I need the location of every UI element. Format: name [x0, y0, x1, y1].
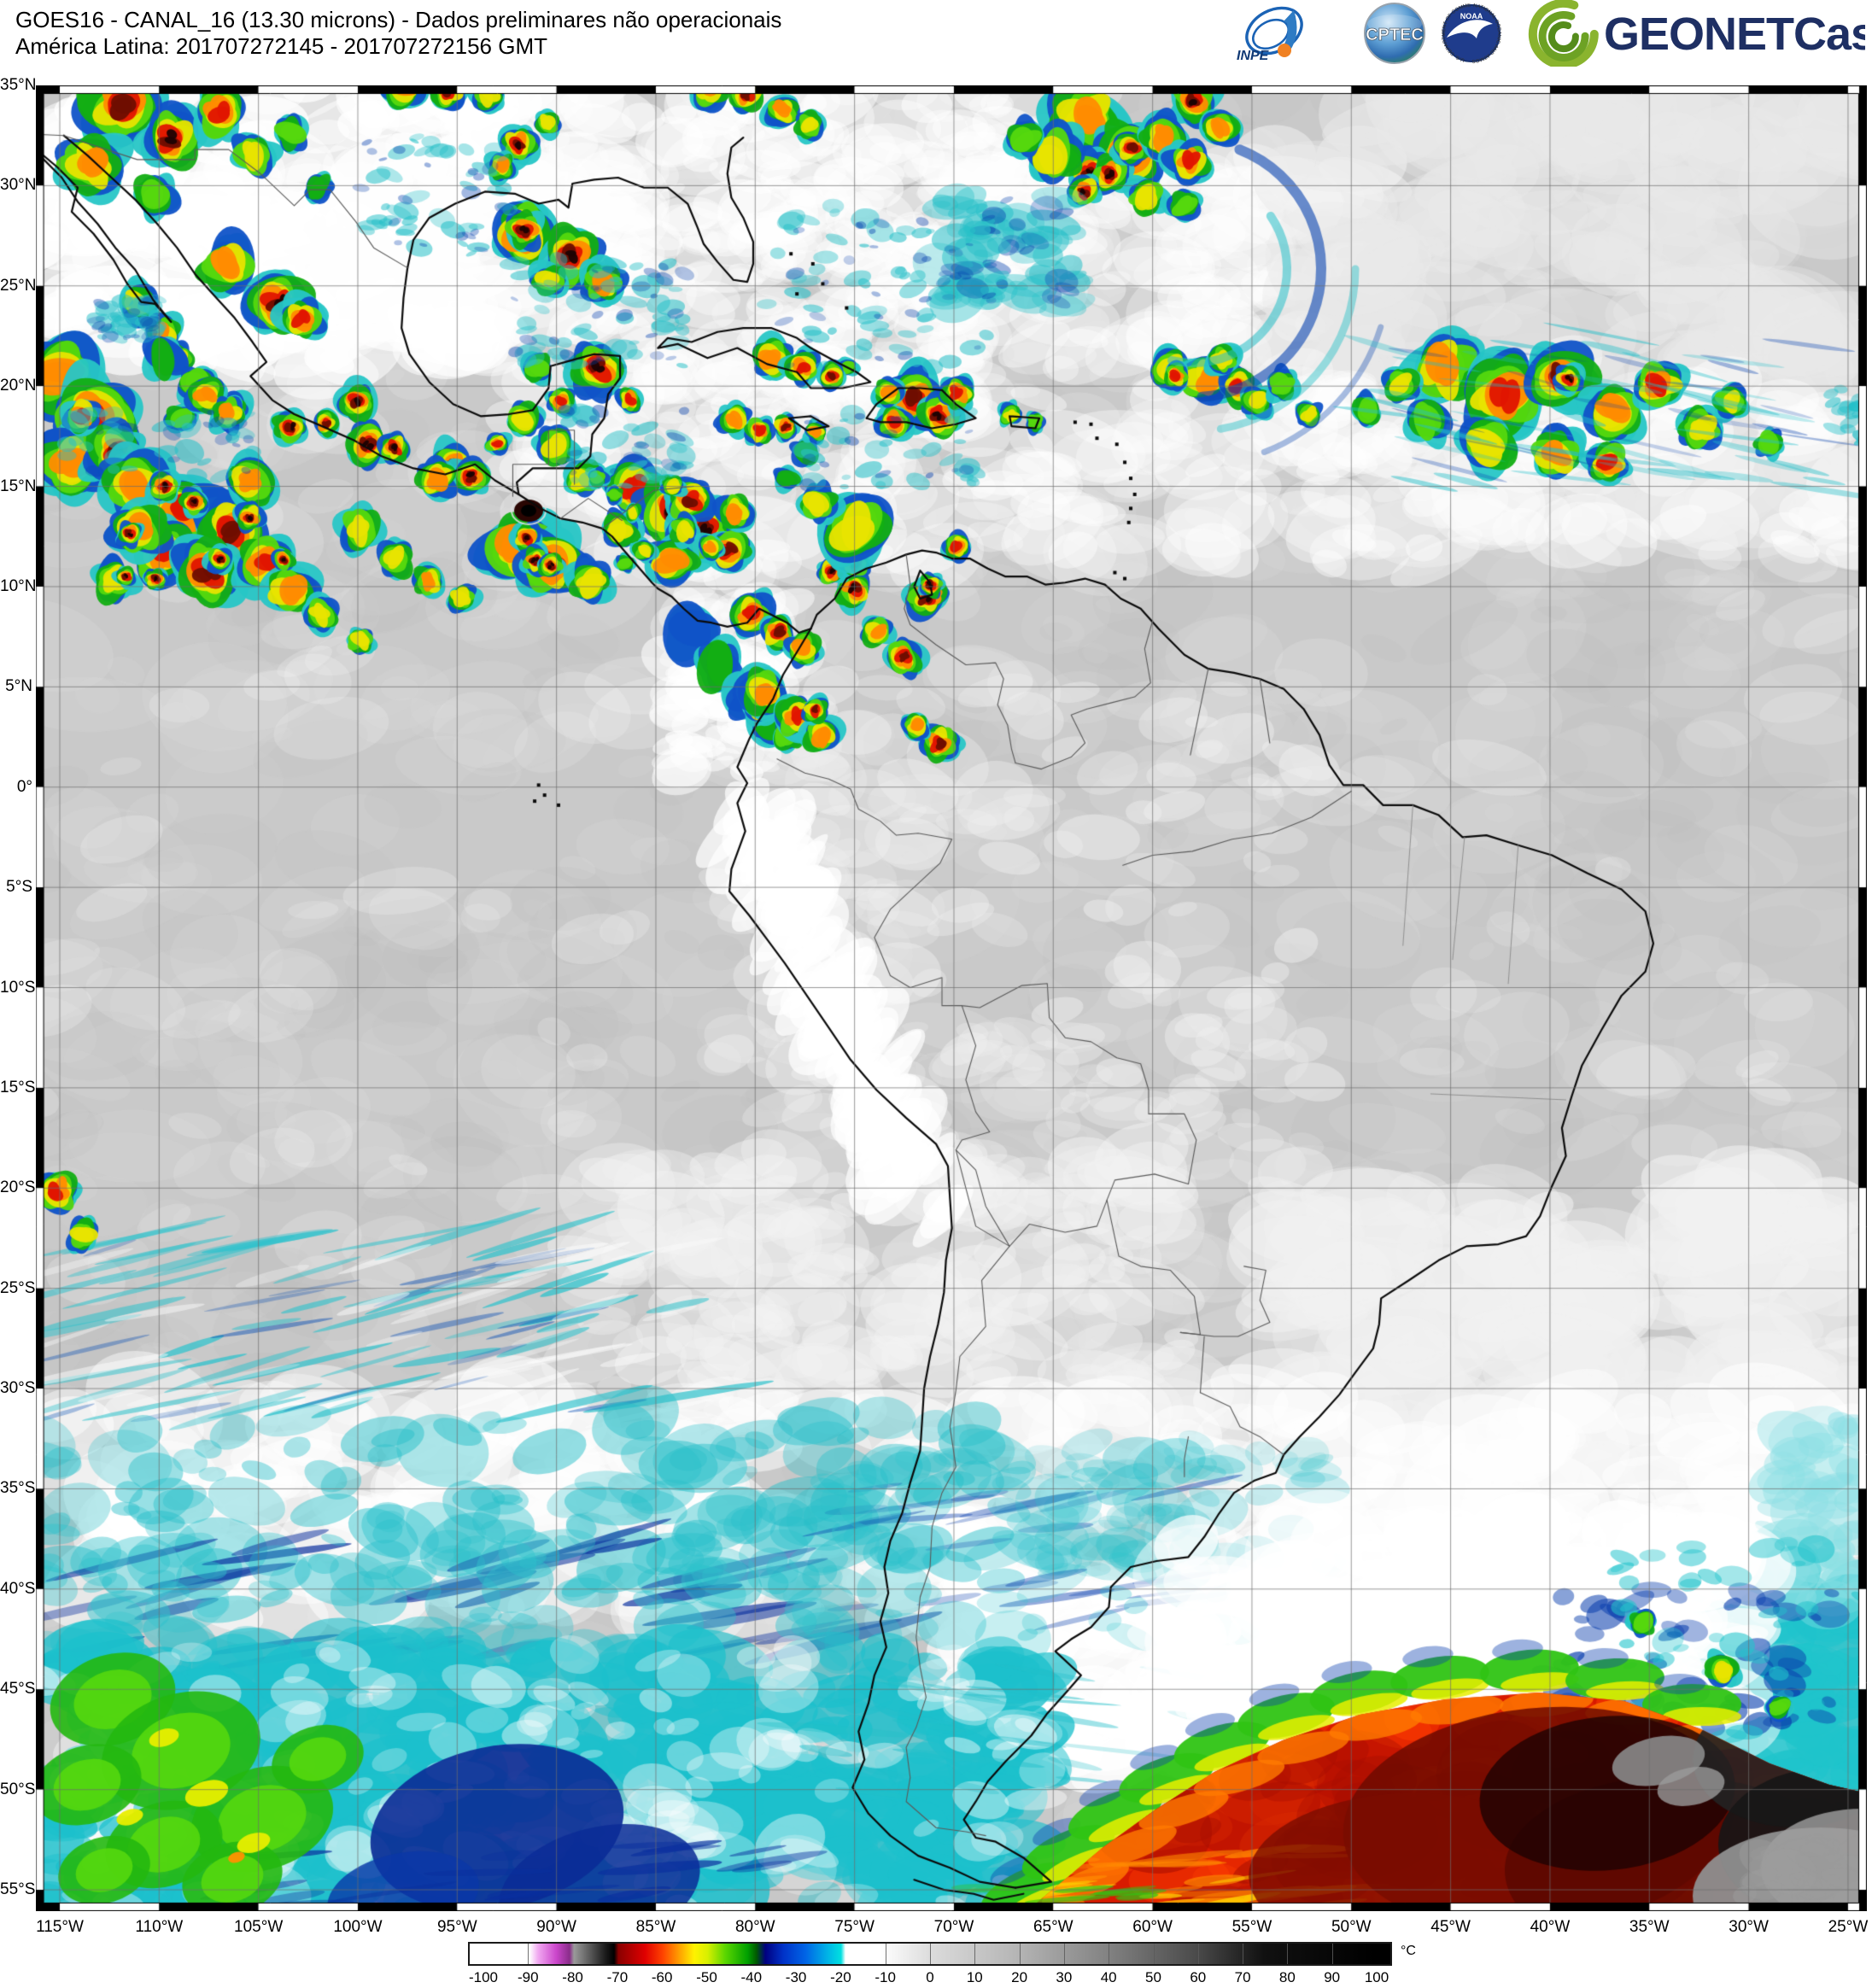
colorbar-tick-label: -40 — [740, 1969, 763, 1985]
colorbar-tick-label: 50 — [1145, 1969, 1161, 1985]
colorbar-tick-line — [974, 1944, 976, 1964]
logo-row: INPE CPTEC NATIONAL OCEANIC AND ATM — [1233, 0, 1865, 67]
colorbar-tick-label: 0 — [926, 1969, 934, 1985]
lon-label-25w: 25°W — [1828, 1918, 1869, 1936]
satellite-map — [36, 85, 1867, 1911]
lat-label-10n: 10°N — [0, 576, 37, 595]
lat-label-30s: 30°S — [0, 1379, 36, 1398]
colorbar-tick-line — [1019, 1944, 1021, 1964]
lat-label-20s: 20°S — [0, 1178, 36, 1197]
lat-label-20n: 20°N — [0, 377, 37, 395]
lon-label-65w: 65°W — [1033, 1918, 1073, 1936]
colorbar-tick-label: 40 — [1100, 1969, 1117, 1985]
lon-label-95w: 95°W — [436, 1918, 477, 1936]
lon-label-50w: 50°W — [1331, 1918, 1372, 1936]
colorbar-tick-label: -10 — [875, 1969, 896, 1985]
colorbar-tick-label: 80 — [1278, 1969, 1296, 1985]
colorbar-tick-label: -20 — [830, 1969, 851, 1985]
lon-label-60w: 60°W — [1132, 1918, 1173, 1936]
lon-label-85w: 85°W — [635, 1918, 676, 1936]
lon-label-45w: 45°W — [1430, 1918, 1471, 1936]
colorbar-tick-line — [1331, 1944, 1333, 1964]
colorbar-tick-line — [1287, 1944, 1289, 1964]
lon-label-35w: 35°W — [1629, 1918, 1670, 1936]
lat-label-35n: 35°N — [0, 76, 37, 94]
lat-label-45s: 45°S — [0, 1680, 36, 1699]
colorbar-tick-label: -30 — [785, 1969, 807, 1985]
noaa-logo-label: NOAA — [1460, 12, 1483, 20]
colorbar-tick-label: 10 — [966, 1969, 983, 1985]
colorbar-tick-line — [930, 1944, 931, 1964]
lon-label-55w: 55°W — [1231, 1918, 1272, 1936]
lat-label-15s: 15°S — [0, 1078, 36, 1096]
lon-label-105w: 105°W — [234, 1918, 284, 1936]
colorbar-tick-label: -80 — [562, 1969, 583, 1985]
lat-label-55s: 55°S — [0, 1880, 36, 1899]
cptec-logo-icon: CPTEC — [1364, 3, 1425, 64]
lat-label-30n: 30°N — [0, 176, 37, 195]
colorbar-tick-line — [1063, 1944, 1065, 1964]
lat-label-25n: 25°N — [0, 276, 37, 295]
colorbar-tick-label: 20 — [1011, 1969, 1028, 1985]
satellite-image-canvas — [36, 85, 1867, 1911]
colorbar-tick-line — [1197, 1944, 1199, 1964]
lon-label-30w: 30°W — [1729, 1918, 1769, 1936]
colorbar-tick-line — [528, 1944, 529, 1964]
colorbar-tick-label: 70 — [1234, 1969, 1251, 1985]
colorbar-tick-label: 100 — [1364, 1969, 1389, 1985]
colorbar-tick-label: -70 — [606, 1969, 629, 1985]
colorbar-tick-label: -60 — [651, 1969, 673, 1985]
lon-label-110w: 110°W — [135, 1918, 184, 1936]
inpe-arrow-icon — [1282, 10, 1297, 51]
lon-label-75w: 75°W — [834, 1918, 875, 1936]
lon-label-40w: 40°W — [1530, 1918, 1571, 1936]
lon-label-70w: 70°W — [933, 1918, 974, 1936]
lat-label-35s: 35°S — [0, 1479, 36, 1498]
inpe-logo-label: INPE — [1237, 49, 1270, 63]
colorbar-tick-label: 30 — [1056, 1969, 1073, 1985]
colorbar-tick-label: 90 — [1324, 1969, 1341, 1985]
lon-label-80w: 80°W — [734, 1918, 775, 1936]
lat-label-40s: 40°S — [0, 1579, 36, 1598]
colorbar-tick-label: -90 — [518, 1969, 539, 1985]
colorbar-unit: °C — [1401, 1944, 1416, 1958]
lat-label-0: 0° — [16, 777, 32, 796]
lon-label-90w: 90°W — [536, 1918, 576, 1936]
geonetcast-logo-label: GEONETCast — [1604, 9, 1865, 60]
lat-label-25s: 25°S — [0, 1278, 36, 1297]
header-titles: GOES16 - CANAL_16 (13.30 microns) - Dado… — [15, 7, 781, 60]
lon-label-100w: 100°W — [333, 1918, 383, 1936]
lat-label-10s: 10°S — [0, 978, 36, 997]
title-line-1: GOES16 - CANAL_16 (13.30 microns) - Dado… — [15, 7, 782, 32]
cptec-logo-label: CPTEC — [1366, 26, 1424, 44]
lat-label-15n: 15°N — [0, 477, 37, 495]
lat-label-5s: 5°S — [6, 878, 32, 897]
lat-label-50s: 50°S — [0, 1780, 36, 1798]
colorbar-tick-label: 60 — [1190, 1969, 1207, 1985]
geonetcast-logo-icon: GEONETCast — [1528, 0, 1865, 67]
colorbar-tick-label: -100 — [468, 1969, 499, 1985]
noaa-logo-icon: NATIONAL OCEANIC AND ATMOSPHERIC ADMINIS… — [1438, 0, 1501, 63]
inpe-logo-icon: INPE — [1237, 6, 1303, 63]
colorbar-tick-label: -50 — [696, 1969, 717, 1985]
lon-label-115w: 115°W — [36, 1918, 84, 1936]
title-line-2: América Latina: 201707272145 - 201707272… — [15, 33, 547, 59]
noaa-gull-icon — [1447, 20, 1493, 38]
lat-label-5n: 5°N — [5, 677, 32, 696]
colorbar-tick-line — [1153, 1944, 1155, 1964]
